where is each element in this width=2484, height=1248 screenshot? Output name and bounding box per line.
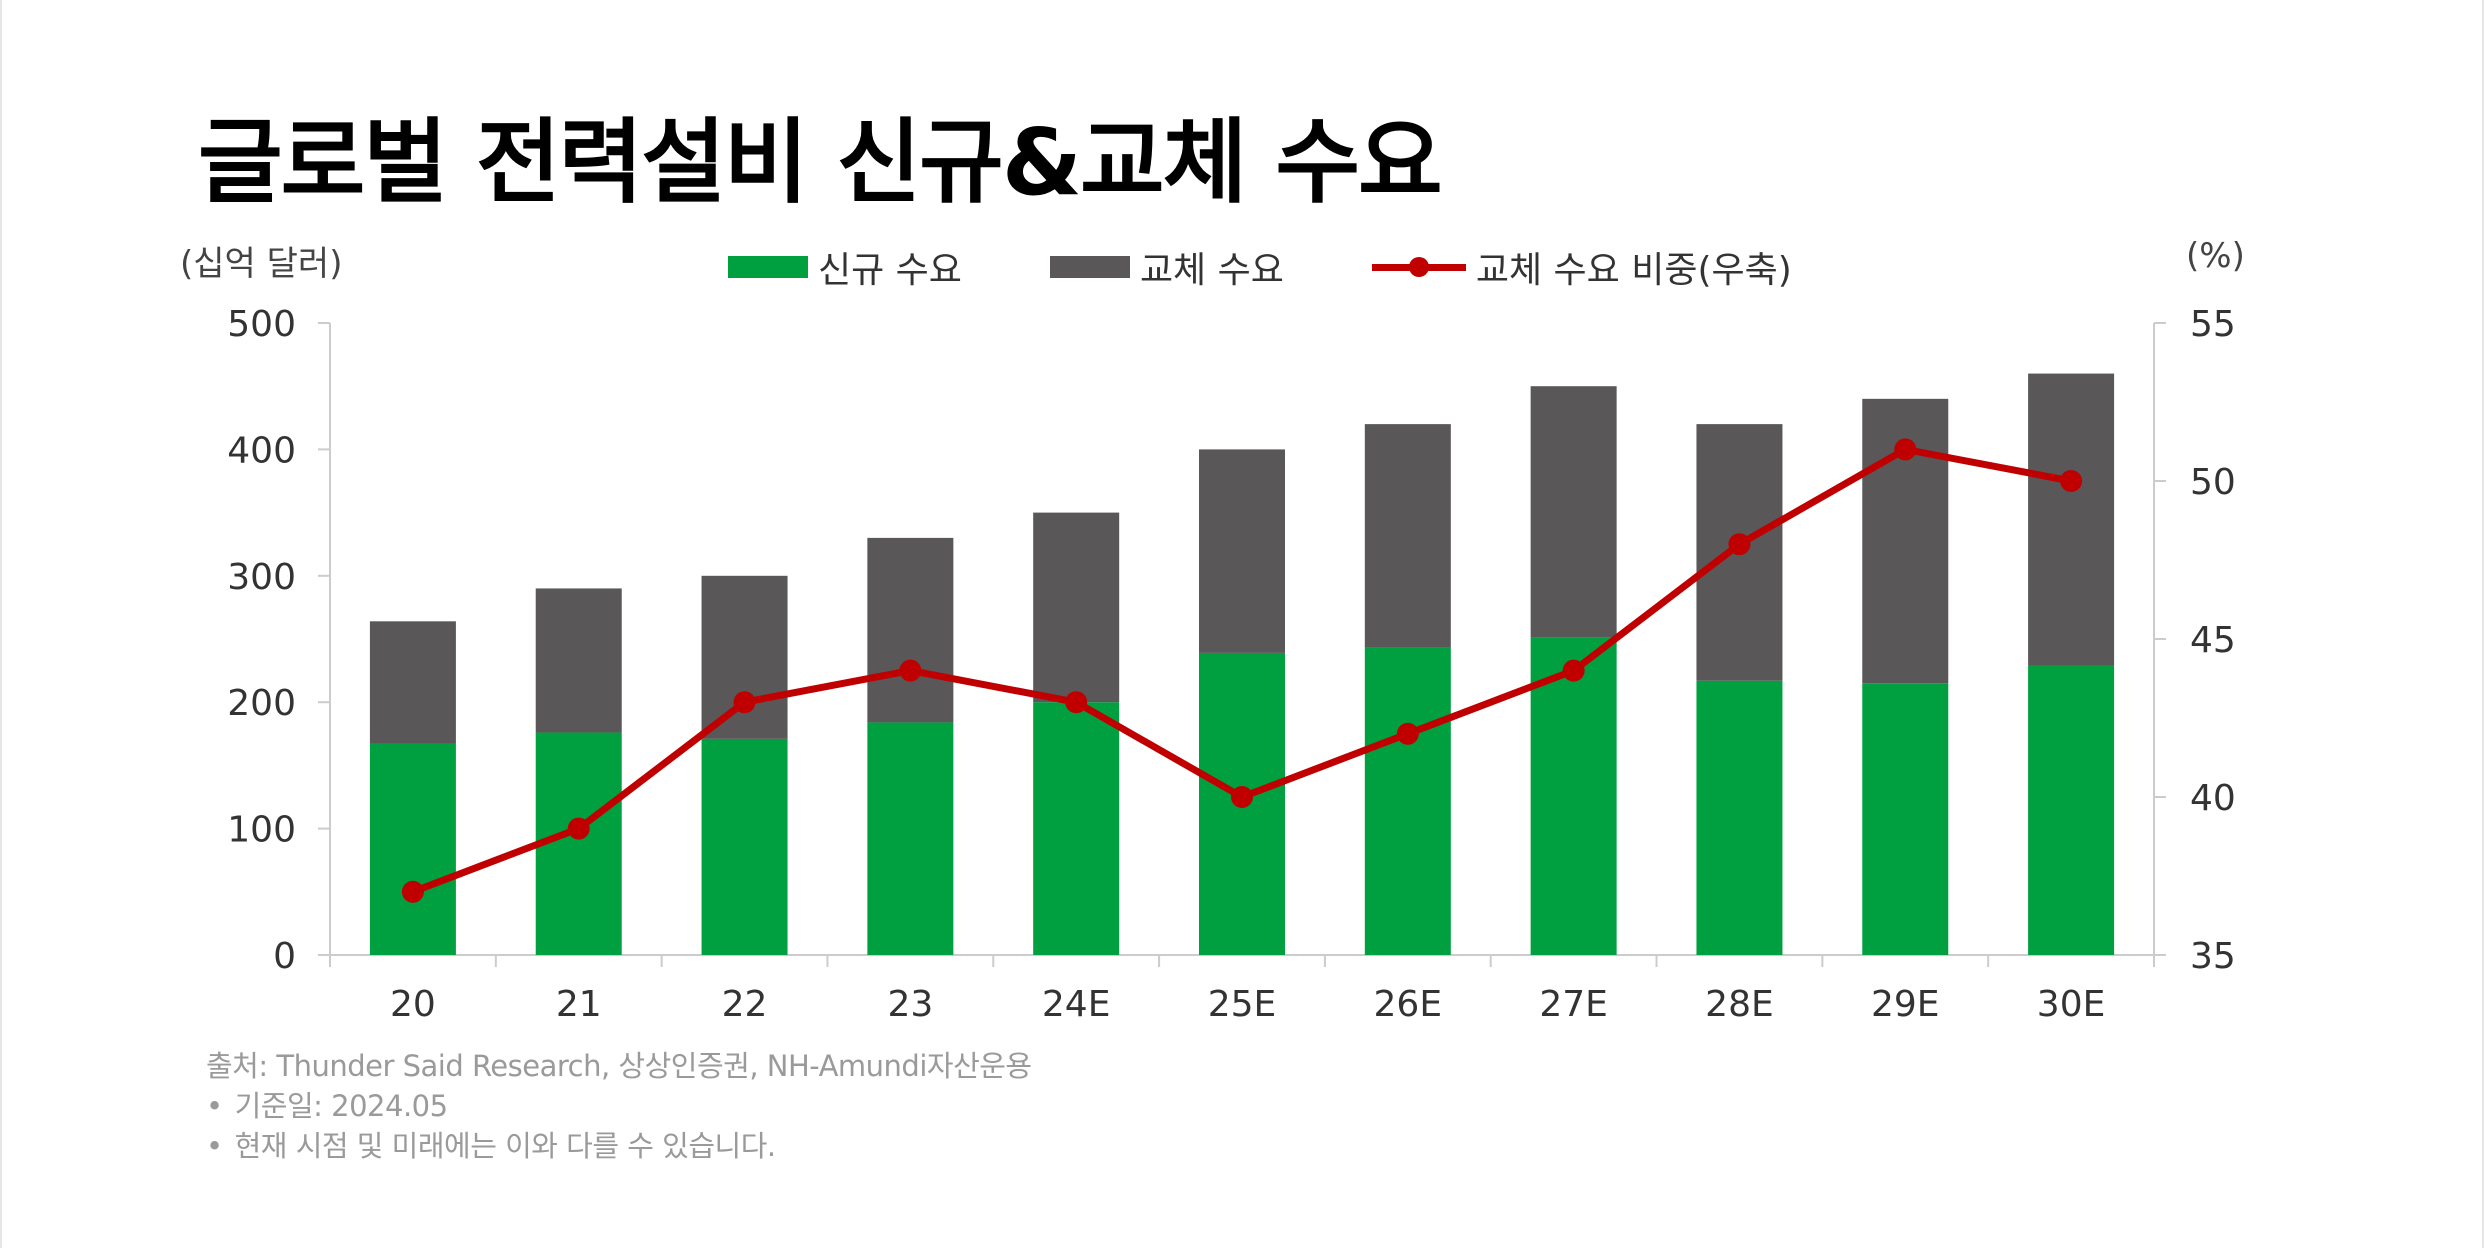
right-y-tick-label: 45	[2190, 620, 2236, 661]
x-tick-label: 26E	[1374, 984, 1443, 1025]
left-y-tick-label: 300	[227, 557, 296, 598]
bar-new-29E	[1862, 683, 1949, 955]
legend-label-replace: 교체 수요	[1139, 250, 1284, 291]
x-tick-label: 27E	[1539, 984, 1608, 1025]
bar-new-22	[701, 738, 788, 955]
footer-disclaimer: • 현재 시점 및 미래에는 이와 다를 수 있습니다.	[206, 1126, 1032, 1166]
x-tick-label: 30E	[2037, 984, 2106, 1025]
x-tick-label: 29E	[1871, 984, 1940, 1025]
right-border	[2482, 0, 2484, 1248]
legend-label-ratio: 교체 수요 비중(우축)	[1475, 250, 1792, 291]
ratio-point-28E	[1728, 533, 1751, 556]
footer-bullet-2: •	[206, 1129, 223, 1163]
x-tick-label: 28E	[1705, 984, 1774, 1025]
left-y-tick-label: 500	[227, 304, 296, 345]
footer-disclaimer-text: 현재 시점 및 미래에는 이와 다를 수 있습니다.	[234, 1129, 777, 1163]
ratio-point-20	[401, 880, 424, 903]
chart-title: 글로벌 전력설비 신규&교체 수요	[198, 109, 1443, 216]
left-y-tick-label: 400	[227, 430, 296, 471]
ratio-point-30E	[2060, 470, 2083, 492]
bar-new-30E	[2028, 665, 2115, 955]
legend-item-ratio: 교체 수요 비중(우축)	[1371, 241, 1792, 293]
bar-new-20	[369, 743, 456, 955]
x-tick-label: 22	[722, 984, 768, 1025]
legend-swatch-new	[728, 256, 808, 278]
ratio-point-29E	[1894, 438, 1917, 461]
bar-replace-22	[701, 575, 788, 739]
footer-source: 출처: Thunder Said Research, 상상인증권, NH-Amu…	[206, 1046, 1032, 1086]
x-tick-label: 21	[556, 984, 602, 1025]
legend-item-replace: 교체 수요	[1049, 241, 1284, 293]
ratio-point-21	[567, 817, 590, 840]
left-border	[0, 0, 2, 1248]
bar-new-24E	[1033, 702, 1120, 955]
footer-source-text: 출처: Thunder Said Research, 상상인증권, NH-Amu…	[206, 1049, 1032, 1083]
bar-new-26E	[1364, 647, 1451, 955]
x-tick-label: 25E	[1208, 984, 1277, 1025]
ratio-point-25E	[1231, 786, 1253, 808]
left-y-tick-label: 200	[227, 683, 296, 724]
x-tick-label: 24E	[1042, 984, 1111, 1025]
ratio-point-26E	[1396, 722, 1419, 745]
left-axis-unit: (십억 달러)	[180, 244, 343, 284]
bar-new-23	[867, 722, 954, 955]
footer-base-date-text: 기준일: 2024.05	[234, 1089, 448, 1123]
right-axis-unit: (%)	[2186, 236, 2245, 276]
right-y-tick-label: 55	[2190, 304, 2236, 345]
bar-new-27E	[1530, 637, 1617, 955]
ratio-point-24E	[1065, 691, 1088, 714]
legend-swatch-ratio	[1371, 256, 1466, 278]
bar-replace-25E	[1199, 449, 1285, 653]
legend-swatch-replace	[1049, 256, 1130, 278]
bar-replace-27E	[1530, 386, 1617, 638]
footer-bullet-1: •	[206, 1089, 223, 1123]
footer-base-date: • 기준일: 2024.05	[206, 1086, 1032, 1126]
left-y-tick-label: 100	[227, 810, 296, 851]
legend-label-new: 신규 수요	[818, 250, 962, 291]
bar-replace-21	[535, 588, 622, 733]
ratio-point-27E	[1562, 659, 1585, 682]
bar-replace-24E	[1033, 512, 1120, 703]
x-tick-label: 23	[887, 984, 933, 1025]
bar-replace-30E	[2028, 373, 2115, 666]
bar-replace-26E	[1364, 424, 1451, 648]
left-y-tick-label: 0	[273, 936, 296, 977]
legend-item-new: 신규 수요	[728, 241, 962, 293]
bar-new-28E	[1696, 680, 1783, 955]
ratio-point-23	[899, 659, 922, 682]
right-y-tick-label: 35	[2190, 936, 2236, 977]
ratio-point-22	[733, 691, 756, 714]
bar-new-21	[535, 732, 622, 955]
right-y-tick-label: 50	[2190, 462, 2236, 503]
x-tick-label: 20	[390, 984, 436, 1025]
bar-replace-23	[867, 537, 954, 723]
legend: 신규 수요 교체 수요 교체 수요 비중(우축)	[728, 242, 1792, 292]
footer: 출처: Thunder Said Research, 상상인증권, NH-Amu…	[206, 1046, 1032, 1166]
bar-replace-20	[369, 621, 456, 744]
right-y-tick-label: 40	[2190, 778, 2236, 819]
